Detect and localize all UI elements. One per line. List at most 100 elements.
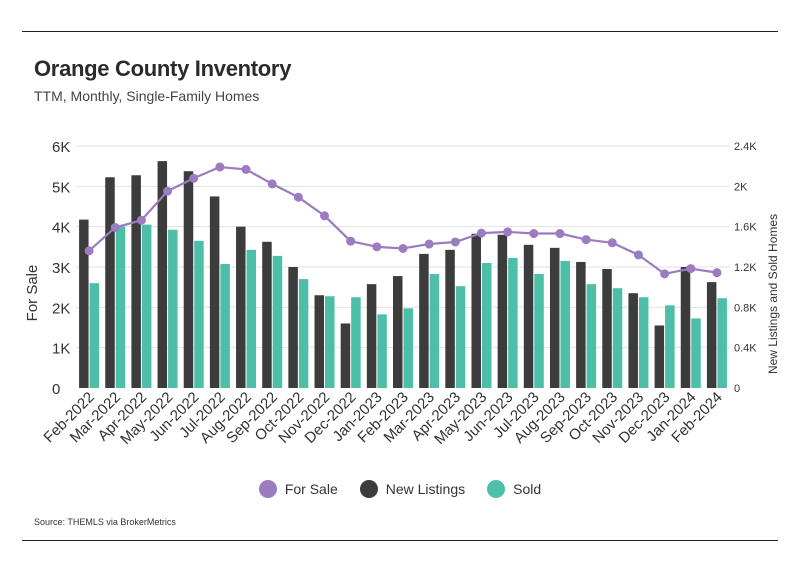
bar-new-listings: [157, 161, 168, 388]
bottom-rule: [22, 540, 778, 541]
y2-tick-label: 2.4K: [734, 141, 757, 153]
bar-sold: [272, 255, 283, 388]
bar-sold: [560, 260, 570, 388]
top-rule: [22, 31, 778, 32]
y-axis-label: For Sale: [24, 265, 41, 322]
bar-new-listings: [497, 234, 508, 388]
y2-tick-label: 1.6K: [734, 222, 757, 234]
y2-tick-label: 2K: [734, 181, 748, 193]
point-for-sale: [163, 186, 173, 196]
point-for-sale: [686, 264, 696, 274]
line-for-sale: [88, 165, 718, 276]
point-for-sale: [503, 227, 513, 237]
bar-new-listings: [419, 253, 429, 388]
chart-title: Orange County Inventory: [34, 56, 292, 81]
point-for-sale: [633, 250, 643, 260]
y2-tick-label: 0.8K: [734, 302, 757, 314]
bar-sold: [298, 279, 309, 388]
bar-new-listings: [105, 177, 115, 388]
bar-sold: [220, 263, 230, 388]
point-for-sale: [398, 243, 408, 253]
y-tick-label: 2K: [52, 300, 70, 317]
bar-sold: [325, 296, 335, 388]
bar-new-listings: [628, 293, 638, 388]
legend-label-new-listings: New Listings: [385, 481, 466, 497]
chart-canvas: 0 1K 2K 3K 4K 5K 6K 0 0.4K 0.8K 1.2K 1.6K 2K 2.4K For …: [24, 139, 780, 448]
bar-new-listings: [706, 282, 717, 388]
bar-new-listings: [654, 325, 665, 388]
y2-tick-label: 1.2K: [734, 262, 757, 274]
point-for-sale: [293, 192, 303, 202]
y-tick-label: 4K: [52, 220, 70, 237]
bar-sold: [115, 226, 126, 388]
y-tick-label: 3K: [52, 260, 70, 277]
bar-new-listings: [209, 196, 220, 388]
bar-sold: [429, 274, 440, 388]
point-for-sale: [476, 228, 486, 238]
point-for-sale: [110, 222, 120, 232]
point-for-sale: [320, 211, 330, 221]
bar-sold: [534, 274, 544, 388]
legend-item-new-listings: New Listings: [359, 480, 466, 498]
bar-sold: [168, 229, 178, 388]
legend-item-for-sale: For Sale: [258, 480, 338, 498]
bar-new-listings: [471, 233, 481, 388]
y-tick-label: 5K: [52, 179, 70, 196]
point-for-sale: [267, 179, 277, 189]
point-for-sale: [136, 215, 146, 225]
bar-new-listings: [576, 261, 586, 388]
bar-new-listings: [366, 284, 377, 388]
point-for-sale: [555, 229, 565, 239]
bar-sold: [691, 318, 701, 388]
y2-tick-label: 0: [734, 383, 740, 395]
bar-sold: [351, 297, 361, 388]
legend-swatch-new-listings: [359, 480, 378, 498]
bar-new-listings: [523, 244, 534, 388]
y2-tick-label: 0.4K: [734, 343, 757, 355]
legend-item-sold: Sold: [487, 480, 541, 498]
bar-new-listings: [340, 323, 351, 388]
bar-sold: [377, 314, 387, 388]
y-tick-label: 1K: [52, 341, 70, 358]
point-for-sale: [712, 268, 722, 278]
legend-label-sold: Sold: [513, 481, 542, 497]
bar-sold: [246, 249, 257, 388]
legend-label-for-sale: For Sale: [284, 481, 338, 497]
point-for-sale: [189, 173, 199, 183]
point-for-sale: [346, 236, 356, 246]
bar-new-listings: [680, 267, 691, 388]
source-note: Source: THEMLS via BrokerMetrics: [34, 517, 176, 527]
bar-sold: [508, 257, 518, 388]
bar-new-listings: [79, 219, 89, 388]
bar-sold: [141, 224, 152, 388]
point-for-sale: [84, 246, 94, 256]
point-for-sale: [607, 238, 617, 248]
y2-axis-label: New Listings and Sold Homes: [766, 214, 780, 374]
legend-swatch-for-sale: [258, 480, 277, 498]
legend-swatch-sold: [487, 480, 506, 498]
point-for-sale: [581, 235, 591, 245]
point-for-sale: [529, 229, 539, 239]
bar-new-listings: [236, 226, 246, 388]
point-for-sale: [424, 239, 434, 249]
point-for-sale: [372, 242, 382, 252]
bar-new-listings: [602, 269, 612, 388]
bar-new-listings: [131, 175, 141, 388]
bar-new-listings: [288, 267, 298, 388]
bar-new-listings: [393, 276, 403, 388]
chart-legend: For Sale New Listings Sold: [0, 480, 800, 498]
point-for-sale: [660, 269, 670, 279]
bar-new-listings: [314, 295, 325, 388]
bar-sold: [455, 286, 466, 388]
point-for-sale: [241, 164, 251, 174]
y-tick-label: 6K: [52, 139, 70, 156]
bar-new-listings: [262, 241, 272, 388]
bar-sold: [717, 298, 727, 388]
y-tick-label: 0: [52, 381, 60, 398]
bar-sold: [665, 305, 675, 388]
point-for-sale: [215, 162, 225, 172]
bar-sold: [403, 308, 413, 388]
bar-sold: [194, 240, 204, 388]
bar-new-listings: [445, 249, 455, 388]
bar-new-listings: [549, 247, 560, 388]
